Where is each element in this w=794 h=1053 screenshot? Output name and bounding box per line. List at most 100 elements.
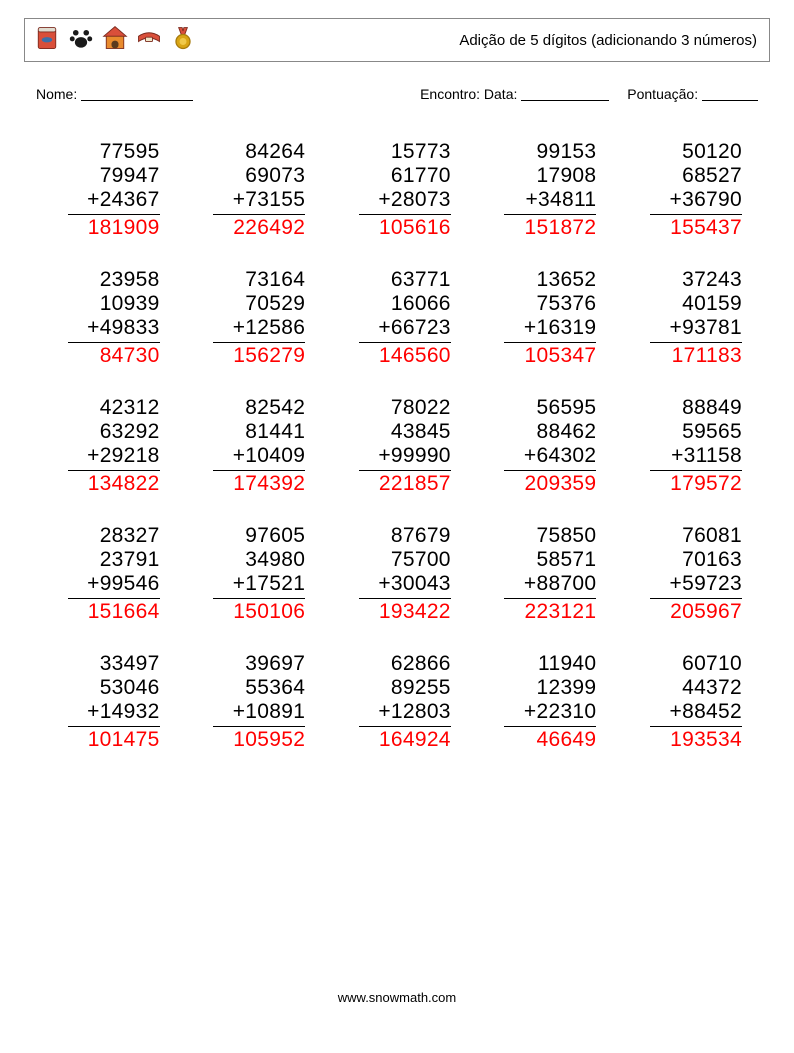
addend-2: 17908 xyxy=(536,164,596,188)
addend-1: 88849 xyxy=(682,396,742,420)
problem: 1577361770+28073105616 xyxy=(329,140,465,240)
answer: 46649 xyxy=(536,728,596,752)
answer: 193534 xyxy=(670,728,742,752)
sum-rule xyxy=(213,470,305,471)
addend-3: +28073 xyxy=(378,188,450,212)
addend-1: 73164 xyxy=(245,268,305,292)
problem: 3724340159+93781171183 xyxy=(620,268,756,368)
addend-3: +16319 xyxy=(524,316,596,340)
addend-3: +30043 xyxy=(378,572,450,596)
addend-3: +17521 xyxy=(233,572,305,596)
problem: 8426469073+73155226492 xyxy=(184,140,320,240)
collar-icon xyxy=(135,24,163,57)
answer: 156279 xyxy=(233,344,305,368)
addend-2: 68527 xyxy=(682,164,742,188)
addend-1: 37243 xyxy=(682,268,742,292)
sum-rule xyxy=(213,598,305,599)
problem: 8884959565+31158179572 xyxy=(620,396,756,496)
sum-rule xyxy=(504,342,596,343)
sum-rule xyxy=(650,342,742,343)
sum-rule xyxy=(68,470,160,471)
problem: 7608170163+59723205967 xyxy=(620,524,756,624)
addend-1: 13652 xyxy=(536,268,596,292)
problem: 5012068527+36790 155437 xyxy=(620,140,756,240)
addend-3: +99990 xyxy=(378,444,450,468)
answer: 209359 xyxy=(525,472,597,496)
addend-2: 79947 xyxy=(100,164,160,188)
addend-2: 34980 xyxy=(245,548,305,572)
answer: 84730 xyxy=(100,344,160,368)
encounter-blank[interactable] xyxy=(521,100,609,101)
answer: 174392 xyxy=(233,472,305,496)
addend-3: +24367 xyxy=(87,188,159,212)
addend-2: 12399 xyxy=(536,676,596,700)
problem: 7802243845+99990221857 xyxy=(329,396,465,496)
addend-3: +36790 xyxy=(670,188,742,212)
addend-2: 81441 xyxy=(245,420,305,444)
answer: 226492 xyxy=(233,216,305,240)
addend-3: +64302 xyxy=(524,444,596,468)
addend-2: 59565 xyxy=(682,420,742,444)
answer: 179572 xyxy=(670,472,742,496)
encounter-label: Encontro: Data: xyxy=(420,86,517,102)
sum-rule xyxy=(504,726,596,727)
addend-1: 42312 xyxy=(100,396,160,420)
addend-2: 23791 xyxy=(100,548,160,572)
sum-rule xyxy=(213,342,305,343)
addend-1: 15773 xyxy=(391,140,451,164)
addend-1: 62866 xyxy=(391,652,451,676)
answer: 105347 xyxy=(525,344,597,368)
addend-1: 84264 xyxy=(245,140,305,164)
addend-2: 55364 xyxy=(245,676,305,700)
answer: 105952 xyxy=(233,728,305,752)
problem: 7585058571+88700223121 xyxy=(475,524,611,624)
header-box: Adição de 5 dígitos (adicionando 3 númer… xyxy=(24,18,770,62)
problem: 6286689255+12803164924 xyxy=(329,652,465,752)
score-blank[interactable] xyxy=(702,100,758,101)
addend-1: 56595 xyxy=(536,396,596,420)
addend-1: 33497 xyxy=(100,652,160,676)
addend-1: 78022 xyxy=(391,396,451,420)
addend-3: +10891 xyxy=(233,700,305,724)
addend-3: +59723 xyxy=(670,572,742,596)
answer: 105616 xyxy=(379,216,451,240)
addend-2: 88462 xyxy=(536,420,596,444)
addend-3: +88700 xyxy=(524,572,596,596)
problem: 7759579947+24367181909 xyxy=(38,140,174,240)
sum-rule xyxy=(504,214,596,215)
addend-1: 82542 xyxy=(245,396,305,420)
addend-3: +14932 xyxy=(87,700,159,724)
addend-1: 87679 xyxy=(391,524,451,548)
sum-rule xyxy=(68,726,160,727)
problem: 5659588462+64302 209359 xyxy=(475,396,611,496)
addend-3: +34811 xyxy=(525,188,596,212)
sum-rule xyxy=(650,598,742,599)
sum-rule xyxy=(359,214,451,215)
addend-2: 70529 xyxy=(245,292,305,316)
addend-2: 75376 xyxy=(536,292,596,316)
addend-2: 10939 xyxy=(100,292,160,316)
sum-rule xyxy=(359,726,451,727)
answer: 171183 xyxy=(672,344,742,368)
sum-rule xyxy=(68,342,160,343)
answer: 150106 xyxy=(233,600,305,624)
addend-3: +99546 xyxy=(87,572,159,596)
sum-rule xyxy=(68,598,160,599)
answer: 155437 xyxy=(670,216,742,240)
addend-2: 58571 xyxy=(536,548,596,572)
answer: 146560 xyxy=(379,344,451,368)
sum-rule xyxy=(504,598,596,599)
addend-1: 23958 xyxy=(100,268,160,292)
addend-2: 63292 xyxy=(100,420,160,444)
addend-1: 77595 xyxy=(100,140,160,164)
name-blank[interactable] xyxy=(81,100,193,101)
sum-rule xyxy=(650,214,742,215)
food-can-icon xyxy=(33,24,61,57)
problem: 6071044372+88452193534 xyxy=(620,652,756,752)
problem: 1194012399+2231046649 xyxy=(475,652,611,752)
sum-rule xyxy=(650,726,742,727)
sum-rule xyxy=(359,598,451,599)
problem: 1365275376+16319 105347 xyxy=(475,268,611,368)
medal-icon xyxy=(169,24,197,57)
addend-1: 50120 xyxy=(682,140,742,164)
